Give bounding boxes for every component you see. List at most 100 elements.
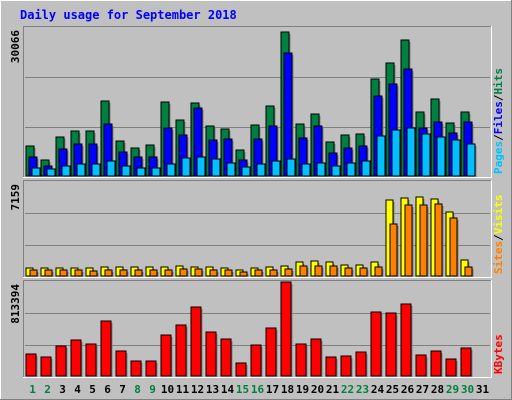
bar-sites-day-14 bbox=[224, 269, 233, 277]
bar-sites-day-26 bbox=[404, 204, 413, 277]
bar-pages-day-19 bbox=[301, 163, 311, 177]
bar-pages-day-16 bbox=[256, 163, 266, 177]
x-tick-label: 25 bbox=[386, 383, 399, 396]
bar-kbytes-day-25 bbox=[385, 312, 397, 377]
bar-kbytes-day-4 bbox=[70, 339, 82, 377]
bar-pages-day-28 bbox=[436, 136, 446, 177]
bar-pages-day-10 bbox=[166, 163, 176, 177]
bar-sites-day-23 bbox=[359, 267, 368, 277]
bar-pages-day-29 bbox=[451, 139, 461, 177]
bar-sites-day-12 bbox=[194, 268, 203, 277]
bar-sites-day-27 bbox=[419, 204, 428, 277]
legend-entry: Visits bbox=[492, 195, 505, 235]
legend-entry: KBytes bbox=[492, 334, 505, 374]
bar-sites-day-5 bbox=[89, 270, 98, 277]
bar-kbytes-day-2 bbox=[40, 356, 52, 377]
bar-sites-day-20 bbox=[314, 265, 323, 277]
bar-sites-day-15 bbox=[239, 271, 248, 277]
x-tick-label: 31 bbox=[476, 383, 490, 396]
x-tick-label: 10 bbox=[161, 383, 174, 396]
x-tick-label: 1 bbox=[29, 383, 36, 396]
x-tick-label: 27 bbox=[416, 383, 429, 396]
bar-sites-day-9 bbox=[149, 269, 158, 277]
bar-sites-day-25 bbox=[389, 223, 398, 277]
x-tick-label: 23 bbox=[356, 383, 369, 396]
x-tick-label: 30 bbox=[461, 383, 474, 396]
bar-kbytes-day-14 bbox=[220, 338, 232, 377]
bar-pages-day-7 bbox=[121, 165, 131, 177]
legend-entry: Sites bbox=[492, 241, 505, 274]
legend-entry: Hits bbox=[492, 68, 505, 95]
bar-pages-day-27 bbox=[421, 133, 431, 177]
bar-pages-day-15 bbox=[241, 166, 251, 177]
legend-entry: Pages bbox=[492, 141, 505, 174]
x-tick-label: 8 bbox=[134, 383, 141, 396]
panels-layer: 30066Pages/Files/Hits7159Sites/Visits813… bbox=[9, 26, 505, 378]
bar-sites-day-18 bbox=[284, 268, 293, 277]
bar-pages-day-26 bbox=[406, 127, 416, 177]
bar-sites-day-22 bbox=[344, 267, 353, 277]
bar-sites-day-11 bbox=[179, 268, 188, 277]
x-tick-label: 20 bbox=[311, 383, 324, 396]
bar-kbytes-day-16 bbox=[250, 344, 262, 377]
bar-kbytes-day-27 bbox=[415, 354, 427, 377]
bar-pages-day-30 bbox=[466, 143, 476, 177]
bar-kbytes-day-23 bbox=[355, 351, 367, 377]
bar-kbytes-day-28 bbox=[430, 350, 442, 377]
x-tick-label: 12 bbox=[191, 383, 204, 396]
bar-sites-day-2 bbox=[44, 269, 53, 277]
chart-title: Daily usage for September 2018 bbox=[20, 8, 237, 22]
bar-sites-day-6 bbox=[104, 269, 113, 277]
x-tick-label: 13 bbox=[206, 383, 219, 396]
bar-kbytes-day-26 bbox=[400, 303, 412, 377]
bar-pages-day-20 bbox=[316, 162, 326, 177]
x-tick-label: 9 bbox=[149, 383, 156, 396]
bar-pages-day-14 bbox=[226, 162, 236, 177]
bar-kbytes-day-29 bbox=[445, 358, 457, 377]
bar-sites-day-30 bbox=[464, 266, 473, 277]
bar-sites-day-4 bbox=[74, 269, 83, 277]
bar-pages-day-4 bbox=[76, 163, 86, 177]
bar-kbytes-day-12 bbox=[190, 306, 202, 377]
bar-sites-day-29 bbox=[449, 217, 458, 277]
bar-pages-day-5 bbox=[91, 163, 101, 177]
legend-entry: Files bbox=[492, 101, 505, 134]
x-tick-label: 18 bbox=[281, 383, 294, 396]
bar-sites-day-8 bbox=[134, 269, 143, 277]
bar-kbytes-day-20 bbox=[310, 338, 322, 377]
x-tick-label: 5 bbox=[89, 383, 96, 396]
bar-pages-day-13 bbox=[211, 158, 221, 177]
bar-pages-day-23 bbox=[361, 160, 371, 177]
bar-files-day-18 bbox=[283, 52, 293, 177]
bar-sites-day-17 bbox=[269, 269, 278, 277]
x-tick-label: 17 bbox=[266, 383, 279, 396]
y-axis-max-label: 30066 bbox=[9, 30, 22, 63]
x-tick-label: 16 bbox=[251, 383, 265, 396]
legend-entry: / bbox=[492, 94, 505, 101]
bar-sites-day-7 bbox=[119, 269, 128, 277]
bar-sites-day-19 bbox=[299, 265, 308, 277]
legend-entry: / bbox=[492, 134, 505, 141]
bar-kbytes-day-30 bbox=[460, 347, 472, 377]
bar-sites-day-16 bbox=[254, 269, 263, 277]
x-tick-label: 6 bbox=[104, 383, 111, 396]
x-tick-label: 4 bbox=[74, 383, 81, 396]
bar-sites-day-10 bbox=[164, 269, 173, 277]
bar-kbytes-day-15 bbox=[235, 362, 247, 377]
x-tick-label: 21 bbox=[326, 383, 340, 396]
x-tick-label: 15 bbox=[236, 383, 249, 396]
legend-entry: / bbox=[492, 234, 505, 241]
bar-sites-day-1 bbox=[29, 269, 38, 277]
bar-sites-day-24 bbox=[374, 266, 383, 277]
bar-pages-day-18 bbox=[286, 158, 296, 177]
bar-pages-day-25 bbox=[391, 129, 401, 177]
bar-pages-day-11 bbox=[181, 157, 191, 177]
bar-sites-day-21 bbox=[329, 265, 338, 277]
x-tick-label: 11 bbox=[176, 383, 190, 396]
x-tick-label: 19 bbox=[296, 383, 309, 396]
x-tick-label: 26 bbox=[401, 383, 415, 396]
bar-kbytes-day-8 bbox=[130, 360, 142, 377]
x-tick-label: 7 bbox=[119, 383, 126, 396]
bar-kbytes-day-17 bbox=[265, 327, 277, 377]
